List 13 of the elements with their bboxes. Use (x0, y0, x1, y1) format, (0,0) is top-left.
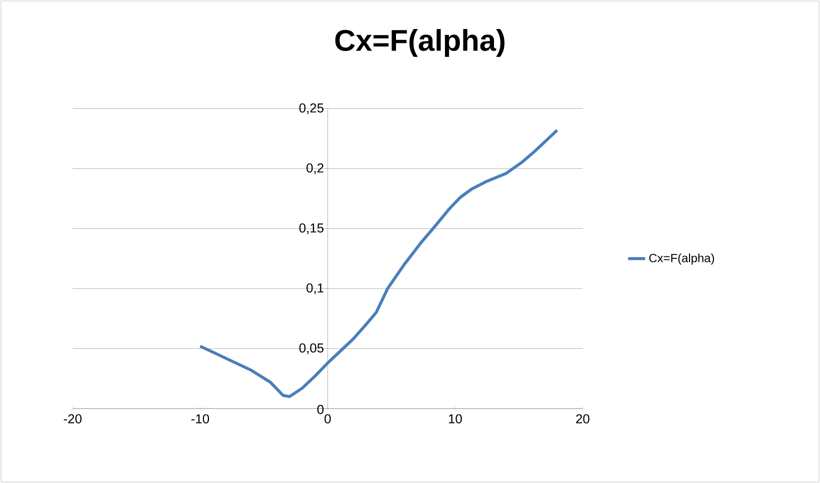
y-tick-label: 0,25 (299, 103, 324, 114)
y-tick-label: 0,05 (299, 343, 324, 354)
y-tick-label: 0 (317, 404, 324, 414)
y-tick-label: 0,1 (306, 283, 324, 294)
legend-label: Cx=F(alpha) (649, 254, 714, 265)
x-tick-label: -20 (64, 414, 82, 424)
x-tick-label: 10 (448, 414, 462, 424)
y-tick-label: 0,2 (306, 163, 324, 174)
x-tick-label: -10 (191, 414, 210, 424)
x-tick-label: 20 (576, 414, 590, 424)
x-tick-label: 0 (324, 414, 331, 424)
chart-title: Cx=F(alpha) (335, 29, 504, 57)
y-tick-label: 0,15 (299, 223, 324, 234)
